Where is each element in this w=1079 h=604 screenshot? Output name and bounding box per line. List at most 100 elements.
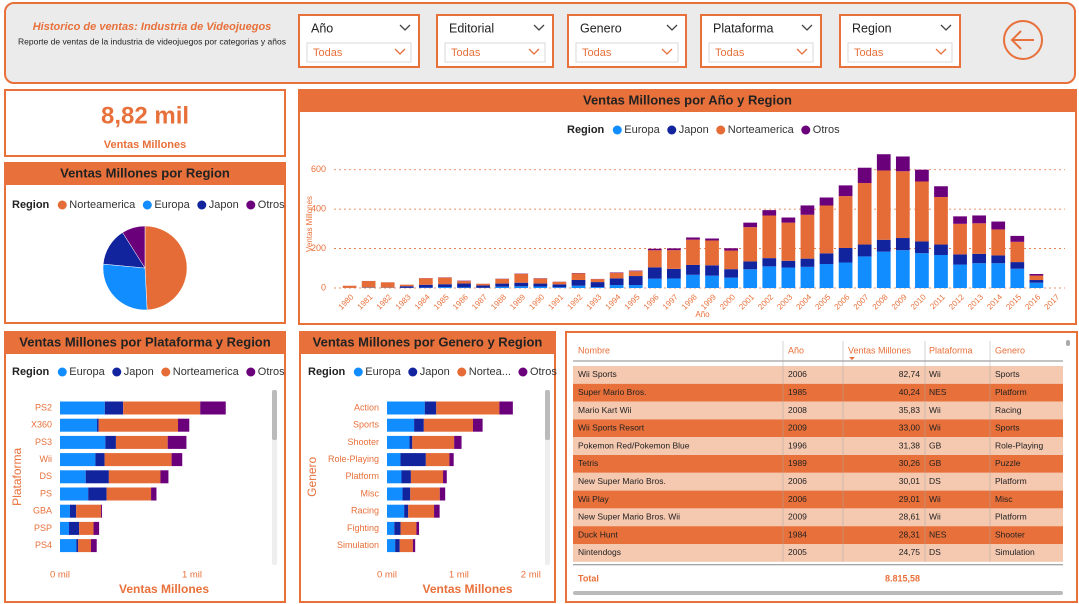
bar-segment xyxy=(449,453,454,467)
table-cell: Platform xyxy=(995,512,1027,522)
chevron xyxy=(528,48,540,55)
column-header[interactable]: Nombre xyxy=(578,345,610,355)
bar-segment xyxy=(85,470,109,484)
bar-segment xyxy=(387,418,415,432)
bar-segment xyxy=(647,267,662,279)
table-cell: Nintendogs xyxy=(578,547,621,557)
bar-segment xyxy=(800,214,815,259)
legend-marker xyxy=(518,367,528,377)
bar-segment xyxy=(400,453,426,467)
y-tick-label: X360 xyxy=(31,420,52,430)
bar-segment xyxy=(876,170,891,240)
total-label: Total xyxy=(578,573,599,583)
table-cell: 2005 xyxy=(788,547,807,557)
legend-marker xyxy=(57,200,67,210)
column-header[interactable]: Ventas Millones xyxy=(848,345,912,355)
table-cell: Simulation xyxy=(995,547,1035,557)
chart-title: Ventas Millones por Region xyxy=(60,165,230,180)
column-header[interactable]: Año xyxy=(788,345,804,355)
bar-segment xyxy=(819,264,834,288)
h-scrollbar[interactable] xyxy=(573,591,1063,595)
bar-segment xyxy=(895,238,910,251)
legend-label: Otros xyxy=(258,199,285,211)
table-cell: 2006 xyxy=(788,494,807,504)
y-tick-label: PS3 xyxy=(35,437,52,447)
table-cell: 2006 xyxy=(788,476,807,486)
dropdown-value[interactable]: Todas xyxy=(582,47,612,59)
legend-title: Region xyxy=(12,199,50,211)
v-scrollbar[interactable] xyxy=(1066,340,1070,346)
y-tick-label: Role-Playing xyxy=(328,454,379,464)
dropdown[interactable] xyxy=(847,42,953,63)
table-cell: Wii xyxy=(929,494,941,504)
bar-segment xyxy=(743,222,758,228)
bar-segment xyxy=(438,284,452,288)
dropdown[interactable] xyxy=(306,42,412,63)
bar-segment xyxy=(436,401,500,415)
x-tick-label: 1 mil xyxy=(449,570,469,581)
bar-segment xyxy=(972,253,987,264)
bar-segment xyxy=(915,253,929,288)
legend-label: Nortea... xyxy=(469,366,511,378)
bar-segment xyxy=(972,263,987,288)
dropdown-value[interactable]: Todas xyxy=(715,47,745,59)
table-row xyxy=(573,490,1063,509)
bar-segment xyxy=(424,401,437,415)
chevron xyxy=(399,24,411,31)
bar-segment xyxy=(724,248,738,251)
bar-segment xyxy=(115,435,168,449)
dropdown-value[interactable]: Todas xyxy=(451,47,481,59)
bar-segment xyxy=(399,539,413,553)
dropdown[interactable] xyxy=(708,42,814,63)
chart-title: Ventas Millones por Año y Region xyxy=(583,92,792,107)
bar-segment xyxy=(991,263,1006,288)
chevron xyxy=(666,24,678,31)
filter-label: Editorial xyxy=(449,21,494,35)
column-header[interactable]: Genero xyxy=(995,345,1025,355)
bar-segment xyxy=(895,156,910,172)
back-button[interactable] xyxy=(1003,20,1043,60)
bar-segment xyxy=(380,282,395,288)
bar-segment xyxy=(819,205,834,254)
chart-title: Ventas Millones por Genero y Region xyxy=(313,334,543,349)
legend-label: Japon xyxy=(209,199,239,211)
table-cell: Wii Sports xyxy=(578,369,617,379)
legend-label: Norteamerica xyxy=(69,199,136,211)
bar-segment xyxy=(106,487,152,501)
bar-segment xyxy=(97,418,99,432)
bar-segment xyxy=(167,435,187,449)
bar-segment xyxy=(401,470,411,484)
bar-segment xyxy=(857,256,872,288)
bar-segment xyxy=(552,287,567,288)
y-tick-label: Misc xyxy=(361,488,380,498)
dropdown[interactable] xyxy=(444,42,546,63)
bar-segment xyxy=(387,435,410,449)
bar-segment xyxy=(495,286,510,288)
bar-segment xyxy=(800,266,815,288)
dropdown-value[interactable]: Todas xyxy=(313,47,343,59)
column-header[interactable]: Plataforma xyxy=(929,345,973,355)
table-cell: Role-Playing xyxy=(995,440,1043,450)
dropdown[interactable] xyxy=(575,42,679,63)
legend-marker xyxy=(457,367,467,377)
scrollbar-thumb[interactable] xyxy=(272,390,277,440)
bar-segment xyxy=(781,217,796,223)
pie-slice xyxy=(144,225,188,311)
x-axis-title: Ventas Millones xyxy=(119,582,209,596)
legend-marker xyxy=(408,367,418,377)
sort-indicator xyxy=(849,357,855,360)
bar-segment xyxy=(857,183,872,245)
bar-segment xyxy=(533,283,548,287)
bar-segment xyxy=(609,278,624,286)
y-tick-label: Wii xyxy=(40,454,53,464)
table-cell: Sports xyxy=(995,423,1020,433)
bar-segment xyxy=(972,223,987,254)
scrollbar-thumb[interactable] xyxy=(545,390,550,440)
table-cell: Mario Kart Wii xyxy=(578,405,631,415)
chevron xyxy=(801,24,813,31)
legend-title: Region xyxy=(308,366,346,378)
bar-segment xyxy=(819,253,834,265)
dropdown-value[interactable]: Todas xyxy=(854,47,884,59)
bar-segment xyxy=(915,241,929,254)
table-cell: 28,31 xyxy=(899,529,921,539)
